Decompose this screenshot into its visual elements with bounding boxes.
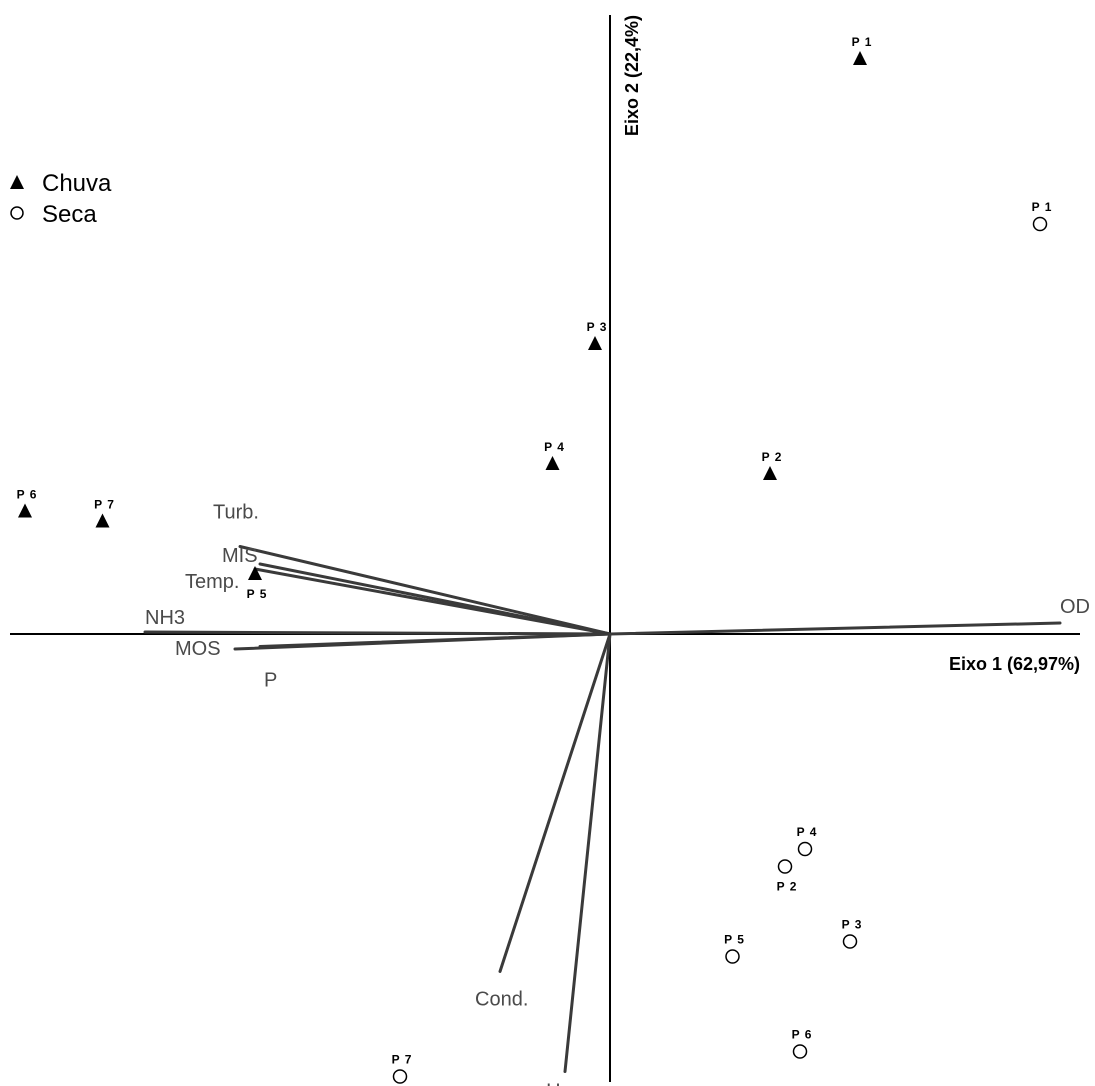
point-chuva-p-7 bbox=[95, 513, 110, 528]
x-axis-title: Eixo 1 (62,97%) bbox=[949, 654, 1080, 674]
vector-od bbox=[608, 621, 1062, 636]
vector-label-ph: pH bbox=[535, 1081, 561, 1086]
point-seca-p-3 bbox=[842, 934, 858, 949]
point-label-seca-p-5: P 5 bbox=[724, 933, 745, 947]
point-label-seca-p-7: P 7 bbox=[392, 1053, 413, 1067]
vector-nh3 bbox=[143, 630, 612, 636]
point-chuva-p-5 bbox=[248, 566, 262, 580]
point-seca-p-2 bbox=[777, 859, 793, 874]
legend-marker-seca bbox=[10, 206, 24, 220]
point-label-seca-p-3: P 3 bbox=[842, 918, 863, 932]
vector-turb bbox=[238, 545, 612, 636]
vector-label-od: OD bbox=[1060, 596, 1090, 618]
point-seca-p-6 bbox=[792, 1044, 808, 1059]
variable-vectors: OD Turb. MIS Temp.NH3 MOS P Cond. pH bbox=[143, 502, 1090, 1086]
point-seca-p-4 bbox=[797, 841, 813, 857]
vector-label-p: P bbox=[264, 670, 277, 692]
point-label-chuva-p-4: P 4 bbox=[544, 440, 565, 454]
point-label-seca-p-1: P 1 bbox=[1032, 200, 1053, 214]
legend: Chuva Seca bbox=[10, 170, 112, 228]
vector-ph bbox=[563, 632, 612, 1073]
point-label-chuva-p-2: P 2 bbox=[762, 450, 783, 464]
point-label-chuva-p-5: P 5 bbox=[247, 587, 268, 601]
point-label-seca-p-2: P 2 bbox=[777, 880, 798, 894]
vector-label-turb: Turb. bbox=[213, 502, 259, 524]
point-label-chuva-p-7: P 7 bbox=[94, 498, 115, 512]
point-seca-p-7 bbox=[392, 1069, 408, 1084]
legend-label-chuva: Chuva bbox=[42, 170, 112, 197]
point-chuva-p-6 bbox=[18, 503, 32, 518]
point-label-seca-p-6: P 6 bbox=[792, 1028, 813, 1042]
point-label-chuva-p-6: P 6 bbox=[17, 488, 38, 502]
vector-label-mos: MOS bbox=[175, 638, 221, 660]
vector-label-nh3: NH3 bbox=[145, 607, 185, 629]
point-chuva-p-1 bbox=[853, 51, 867, 65]
vector-label-mis: MIS bbox=[222, 545, 258, 567]
y-axis-title: Eixo 2 (22,4%) bbox=[622, 15, 642, 136]
point-label-chuva-p-1: P 1 bbox=[852, 35, 873, 49]
sample-points: P 1 P 3 P 4 P 2 P 6 P 7 P 5 P 1 P 4 P 2 P 3 P 5 P 6 P… bbox=[17, 35, 1053, 1084]
legend-marker-chuva bbox=[10, 175, 24, 189]
point-chuva-p-2 bbox=[763, 466, 777, 480]
vector-cond bbox=[498, 632, 612, 973]
vector-label-cond: Cond. bbox=[475, 989, 528, 1011]
point-seca-p-1 bbox=[1032, 216, 1048, 232]
legend-label-seca: Seca bbox=[42, 201, 97, 228]
point-chuva-p-4 bbox=[545, 456, 560, 470]
vector-p bbox=[258, 632, 612, 648]
point-chuva-p-3 bbox=[588, 336, 602, 350]
vector-temp bbox=[253, 567, 612, 636]
point-label-seca-p-4: P 4 bbox=[797, 825, 818, 839]
point-label-chuva-p-3: P 3 bbox=[587, 320, 608, 334]
vector-label-temp: Temp. bbox=[185, 571, 239, 593]
point-seca-p-5 bbox=[725, 949, 740, 964]
